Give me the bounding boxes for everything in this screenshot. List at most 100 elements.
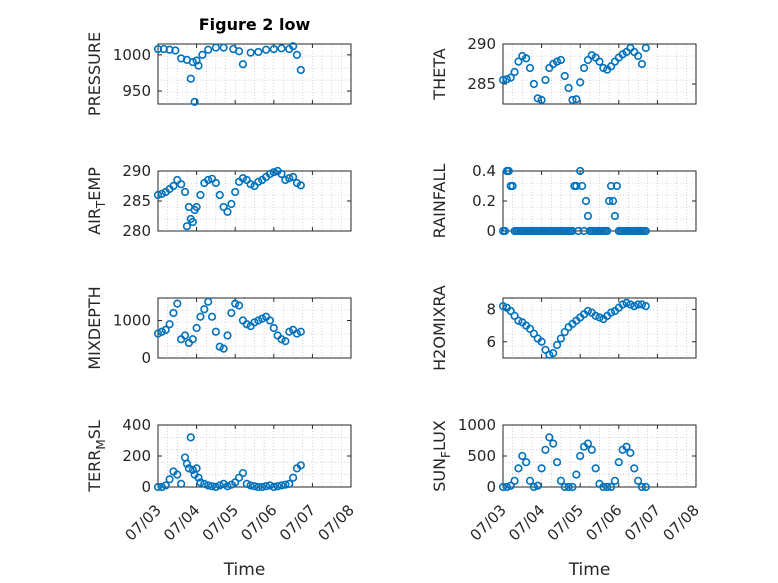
y-tick-label: 1000 (113, 46, 151, 64)
data-point (622, 298, 631, 307)
data-point (223, 207, 232, 216)
x-tick-label: 07/08 (660, 501, 703, 544)
data-point (227, 308, 236, 318)
data-point (227, 199, 236, 209)
data-point (246, 48, 255, 57)
data-point (269, 44, 278, 54)
data-point (564, 83, 573, 93)
data-point (231, 299, 240, 308)
y-axis-label: H2OMIXRA (430, 285, 449, 371)
data-point (153, 190, 163, 200)
data-point (192, 464, 201, 473)
data-point (514, 316, 523, 325)
data-point (595, 313, 604, 322)
data-point (169, 181, 178, 191)
data-point (630, 47, 639, 57)
data-point (537, 337, 546, 346)
data-point (583, 306, 593, 316)
x-tick-label: 07/06 (582, 501, 625, 544)
data-point (603, 226, 612, 236)
data-point (177, 180, 186, 189)
x-tick-label: 07/05 (199, 501, 242, 544)
data-point (215, 190, 224, 200)
data-point (258, 482, 267, 492)
data-point (296, 327, 305, 336)
data-point (157, 327, 166, 336)
x-tick-label: 07/07 (621, 501, 664, 544)
data-point (522, 458, 531, 467)
data-point (583, 211, 593, 221)
y-tick-label: 1000 (113, 312, 151, 330)
data-point (541, 345, 550, 354)
data-point (198, 50, 207, 59)
data-point (641, 482, 650, 492)
data-point (173, 470, 182, 479)
data-point (192, 323, 201, 333)
data-point (153, 329, 163, 338)
data-point (153, 482, 163, 492)
x-tick-label: 07/07 (276, 501, 319, 544)
data-point (529, 329, 538, 338)
data-point (583, 439, 593, 448)
data-point (194, 61, 203, 70)
data-point (630, 302, 639, 311)
data-point (277, 44, 286, 53)
data-point (265, 481, 275, 490)
data-point (265, 316, 275, 325)
data-point (277, 169, 286, 179)
data-point (219, 202, 228, 212)
data-point (192, 56, 201, 65)
y-axis-label: TERRMSL (85, 420, 108, 493)
data-point (606, 482, 616, 492)
data-point (196, 190, 205, 200)
data-point (610, 476, 620, 485)
data-point (541, 445, 550, 454)
data-point (215, 342, 224, 351)
data-point (196, 478, 205, 487)
data-point (204, 481, 213, 490)
data-point (552, 340, 562, 350)
data-point (537, 464, 546, 473)
x-tick-label: 07/03 (467, 501, 510, 544)
data-point (207, 312, 217, 321)
y-tick-label: 1000 (458, 416, 496, 434)
data-point (641, 43, 650, 53)
data-point (525, 476, 535, 485)
data-point (215, 481, 224, 490)
data-point (254, 177, 263, 186)
data-point (285, 174, 294, 183)
y-tick-label: 0.2 (472, 192, 496, 210)
data-point (219, 344, 228, 353)
data-point (626, 43, 635, 53)
data-point (641, 302, 650, 311)
x-axis-title: Time (223, 560, 266, 580)
data-point (254, 47, 263, 57)
data-point (572, 95, 581, 104)
data-point (502, 482, 511, 492)
data-point (606, 308, 616, 317)
data-point (165, 475, 174, 484)
data-point (153, 44, 163, 54)
data-point (188, 335, 197, 344)
y-axis-label: RAINFALL (430, 164, 449, 239)
y-tick-label: 200 (122, 447, 151, 465)
panel-air-temp: 280 285 290 AIRTEMP (85, 162, 352, 240)
data-point (173, 299, 182, 308)
data-point (246, 180, 255, 189)
data-point (560, 327, 569, 337)
data-point (165, 320, 174, 329)
data-point (568, 482, 577, 492)
data-point (292, 50, 302, 59)
data-point (498, 302, 508, 311)
y-tick-label: 0 (141, 478, 151, 496)
y-axis-label: PRESSURE (85, 32, 104, 116)
data-point (641, 226, 650, 236)
panel-terr-msl: 0 200 400 TERRMSL 07/0307/0407/0507/0607/070… (85, 416, 358, 580)
data-point (188, 465, 197, 475)
panel-pressure: 950 1000 PRESSURE Figure 2 low (85, 15, 352, 116)
y-axis-label: AIRTEMP (85, 167, 108, 235)
data-point (207, 482, 217, 491)
x-tick-label: 07/05 (544, 501, 587, 544)
y-tick-label: 6 (486, 333, 496, 351)
data-point (633, 51, 643, 61)
